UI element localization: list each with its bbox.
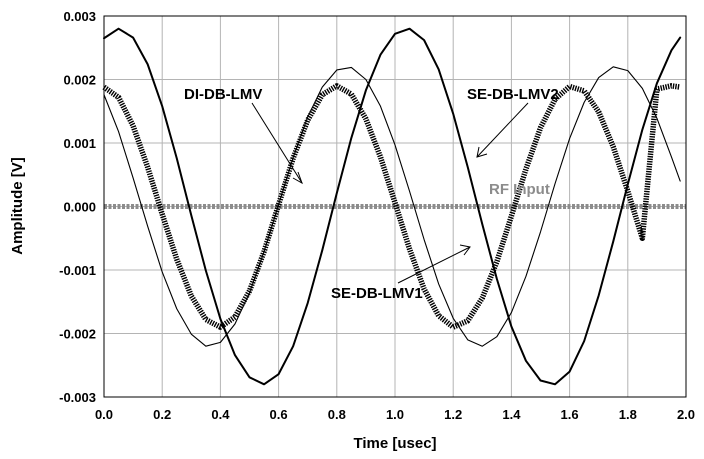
x-tick-label: 0.8 — [328, 407, 346, 422]
y-tick-label: -0.001 — [59, 263, 96, 278]
series-line-se-db-lmv1 — [102, 83, 681, 330]
x-tick-label: 1.2 — [444, 407, 462, 422]
x-tick-label: 1.6 — [561, 407, 579, 422]
x-axis-title: Time [usec] — [353, 435, 436, 452]
y-tick-label: 0.001 — [63, 136, 96, 151]
arrowhead-se-db-lmv1 — [459, 244, 471, 256]
annotation-arrows — [251, 102, 529, 284]
x-tick-labels: 0.0 0.2 0.4 0.6 0.8 1.0 1.2 1.4 1.6 1.8 2.0 — [95, 407, 695, 422]
x-tick-label: 2.0 — [677, 407, 695, 422]
x-tick-label: 1.8 — [619, 407, 637, 422]
y-axis-title: Amplitude [V] — [9, 157, 26, 255]
x-tick-label: 0.4 — [211, 407, 230, 422]
x-tick-label: 0.6 — [270, 407, 288, 422]
x-tick-label: 1.0 — [386, 407, 404, 422]
series-line-se-db-lmv2 — [103, 27, 682, 386]
y-tick-labels: 0.003 0.002 0.001 0.000 -0.001 -0.002 -0.003 — [59, 9, 96, 405]
annotation-se-db-lmv2: SE-DB-LMV2 — [467, 86, 559, 103]
y-tick-label: 0.000 — [63, 200, 96, 215]
y-tick-label: -0.003 — [59, 390, 96, 405]
x-tick-label: 0.2 — [153, 407, 171, 422]
arrowhead-di-db-lmv — [292, 171, 303, 185]
arrow-se-db-lmv2 — [476, 102, 529, 158]
arrow-di-db-lmv — [251, 102, 303, 184]
annotation-rf-input: RF Input — [489, 181, 550, 198]
x-tick-label: 0.0 — [95, 407, 113, 422]
arrowhead-se-db-lmv2 — [476, 146, 488, 158]
series-line-di-db-lmv — [103, 66, 681, 347]
series-layer — [102, 27, 686, 386]
y-tick-label: 0.002 — [63, 73, 96, 88]
annotation-se-db-lmv1: SE-DB-LMV1 — [331, 285, 423, 302]
y-tick-label: -0.002 — [59, 327, 96, 342]
y-tick-label: 0.003 — [63, 9, 96, 24]
plot-border — [103, 15, 687, 398]
x-tick-label: 1.4 — [502, 407, 521, 422]
annotation-di-db-lmv: DI-DB-LMV — [184, 86, 262, 103]
arrow-se-db-lmv1 — [397, 246, 471, 284]
